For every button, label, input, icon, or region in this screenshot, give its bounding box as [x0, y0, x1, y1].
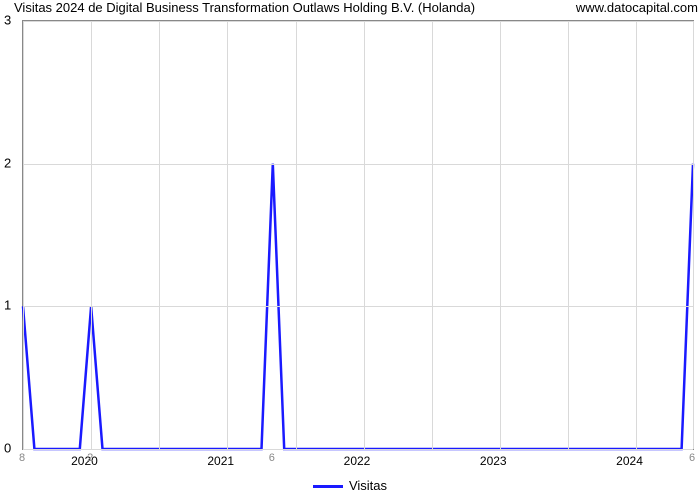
x-tick-month: 6	[269, 452, 275, 464]
gridline-h	[23, 164, 693, 165]
y-tick-label: 1	[4, 298, 11, 313]
y-tick-label: 3	[4, 13, 11, 28]
chart-title: Visitas 2024 de Digital Business Transfo…	[14, 0, 475, 15]
gridline-h	[23, 306, 693, 307]
x-tick-month: 8	[19, 452, 25, 464]
gridline-v	[23, 21, 24, 449]
legend-swatch	[313, 485, 343, 488]
gridline-v	[364, 21, 365, 449]
x-tick-year: 2022	[344, 454, 371, 468]
x-tick-month: 6	[689, 452, 695, 464]
y-tick-label: 2	[4, 155, 11, 170]
gridline-h	[23, 449, 693, 450]
gridline-v	[636, 21, 637, 449]
legend-label: Visitas	[349, 478, 387, 493]
legend: Visitas	[0, 478, 700, 493]
gridline-v	[91, 21, 92, 449]
gridline-v	[568, 21, 569, 449]
x-tick-year: 2023	[480, 454, 507, 468]
gridline-h	[23, 21, 693, 22]
line-series	[23, 21, 693, 449]
watermark: www.datocapital.com	[576, 0, 698, 15]
x-tick-year: 2021	[207, 454, 234, 468]
gridline-v	[500, 21, 501, 449]
plot-area	[22, 20, 694, 450]
x-tick-year: 2024	[616, 454, 643, 468]
gridline-v	[296, 21, 297, 449]
x-tick-year: 2020	[71, 454, 98, 468]
gridline-v	[432, 21, 433, 449]
gridline-v	[693, 21, 694, 449]
y-tick-label: 0	[4, 441, 11, 456]
gridline-v	[159, 21, 160, 449]
gridline-v	[227, 21, 228, 449]
x-tick-month: 2	[87, 452, 93, 464]
